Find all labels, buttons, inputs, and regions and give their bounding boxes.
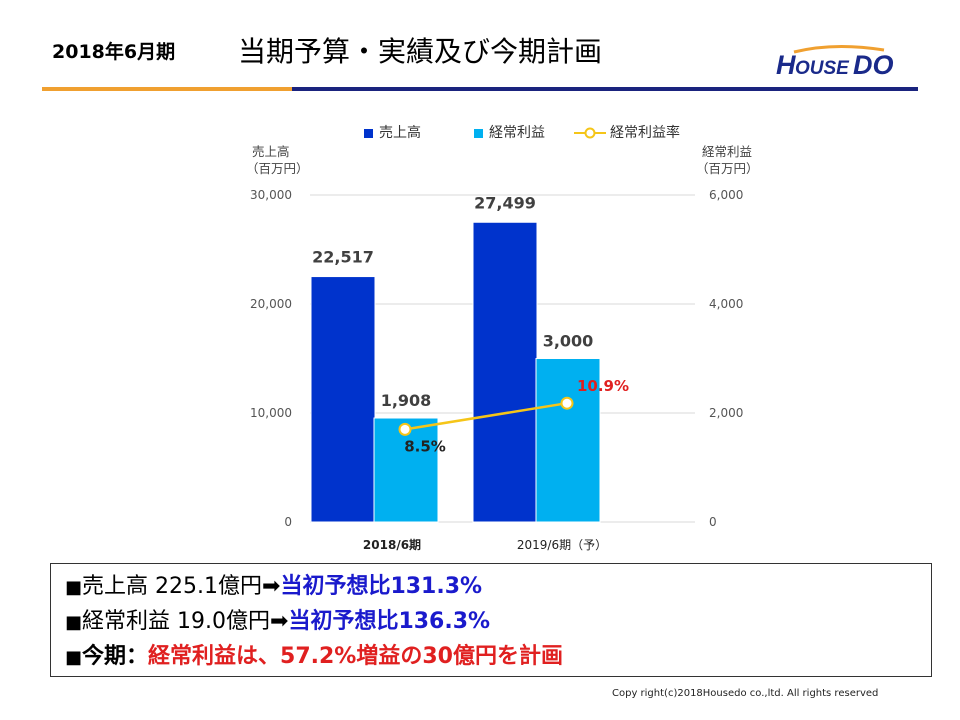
left-axis-title-line1: 売上高 [252, 144, 290, 159]
bar-profit [373, 417, 439, 523]
legend-profit-swatch [474, 128, 483, 138]
page-title: 当期予算・実績及び今期計画 [238, 35, 603, 68]
margin-label: 8.5% [404, 437, 446, 455]
svg-text:DO: DO [853, 50, 894, 80]
bar-profit-label: 1,908 [381, 391, 432, 410]
left-tick-label: 10,000 [250, 406, 292, 420]
right-axis-title: 経常利益 （百万円） [696, 143, 759, 177]
legend-sales: 売上高 [364, 122, 421, 142]
right-axis-title-line1: 経常利益 [702, 144, 753, 159]
bullet: ■ [65, 612, 83, 633]
legend-margin-marker [574, 127, 606, 139]
summary-profit-highlight: 当初予想比136.3% [288, 609, 491, 634]
margin-label: 10.9% [577, 377, 629, 395]
legend-profit-label: 経常利益 [489, 125, 545, 141]
arrow-right-icon: ➡ [262, 574, 281, 599]
left-tick-label: 20,000 [250, 297, 292, 311]
chart: 0 10,000 20,000 30,000 0 2,000 4,000 6,000 22,51… [250, 188, 743, 552]
svg-text:H: H [776, 50, 796, 80]
summary-line-profit: ■経常利益 19.0億円➡当初予想比136.3% [65, 605, 931, 640]
left-tick-label: 0 [284, 515, 292, 529]
summary-sales-highlight: 当初予想比131.3% [280, 574, 483, 599]
summary-plan-highlight: 経常利益は、57.2%増益の30億円を計画 [148, 644, 563, 669]
housedo-logo: H OUSE DO [776, 44, 894, 80]
left-axis-title-line2: （百万円） [246, 161, 309, 176]
right-tick-label: 2,000 [709, 406, 743, 420]
bar-sales [472, 221, 538, 523]
right-tick-label: 4,000 [709, 297, 743, 311]
margin-line [404, 401, 568, 431]
category-label: 2018/6期 [363, 537, 421, 552]
copyright: Copy right(c)2018Housedo co.,ltd. All ri… [612, 688, 879, 699]
summary-line-plan: ■今期：経常利益は、57.2%増益の30億円を計画 [65, 640, 931, 675]
summary-profit-text: 経常利益 19.0億円 [82, 609, 270, 634]
header-rule [292, 87, 918, 91]
right-tick-label: 0 [709, 515, 717, 529]
summary-line-sales: ■売上高 225.1億円➡当初予想比131.3% [65, 570, 931, 605]
bar-profit [535, 358, 601, 523]
period-label: 2018年6月期 [52, 41, 176, 63]
bar-profit-label: 3,000 [543, 332, 594, 351]
category-label: 2019/6期（予） [517, 538, 607, 552]
header-rule-accent [42, 87, 292, 91]
legend-margin-label: 経常利益率 [610, 125, 680, 141]
bar-sales-label: 22,517 [312, 248, 374, 267]
legend-profit: 経常利益 [474, 122, 545, 142]
bullet: ■ [65, 647, 83, 668]
right-tick-label: 6,000 [709, 188, 743, 202]
margin-point [560, 396, 574, 410]
margin-point [398, 422, 412, 436]
bullet: ■ [65, 577, 83, 598]
legend-sales-label: 売上高 [379, 125, 421, 141]
bar-sales [310, 276, 376, 523]
summary-plan-text: 今期： [82, 644, 149, 669]
legend-margin: 経常利益率 [574, 122, 680, 142]
summary-sales-text: 売上高 225.1億円 [82, 574, 262, 599]
left-axis-title: 売上高 （百万円） [246, 143, 309, 177]
arrow-right-icon: ➡ [270, 609, 289, 634]
right-axis-title-line2: （百万円） [696, 161, 759, 176]
svg-text:OUSE: OUSE [795, 58, 850, 79]
summary-box: ■売上高 225.1億円➡当初予想比131.3% ■経常利益 19.0億円➡当初… [50, 563, 932, 677]
left-tick-label: 30,000 [250, 188, 292, 202]
legend-sales-swatch [364, 128, 373, 138]
bar-sales-label: 27,499 [474, 193, 536, 212]
